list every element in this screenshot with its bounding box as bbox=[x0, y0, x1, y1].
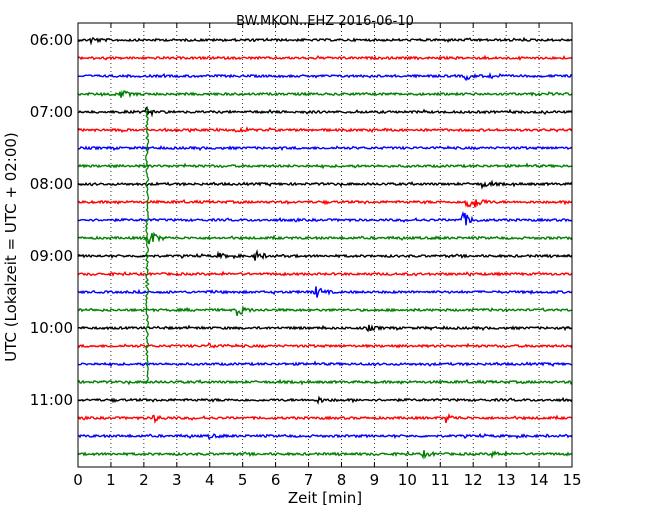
y-axis: 06:00 07:00 08:00 09:00 10:00 11:00 bbox=[30, 31, 572, 409]
x-tick-label: 2 bbox=[139, 471, 149, 489]
x-axis: 0 1 2 3 4 5 6 7 8 9 10 11 12 13 14 15 bbox=[73, 23, 582, 489]
trace-10:30 bbox=[77, 360, 573, 368]
trace-08:15 bbox=[77, 198, 573, 208]
trace-10:15 bbox=[77, 342, 573, 349]
x-tick-label: 3 bbox=[172, 471, 182, 489]
x-tick-label: 7 bbox=[304, 471, 314, 489]
x-tick-label: 0 bbox=[73, 471, 83, 489]
trace-11:30 bbox=[77, 432, 573, 440]
trace-06:45 bbox=[77, 90, 573, 98]
trace-07:45 bbox=[77, 162, 573, 170]
y-tick-label: 11:00 bbox=[30, 391, 73, 409]
trace-11:00 bbox=[77, 395, 573, 405]
trace-10:00 bbox=[77, 323, 573, 333]
trace-11:45 bbox=[77, 450, 573, 460]
x-axis-label: Zeit [min] bbox=[288, 489, 362, 507]
x-tick-label: 9 bbox=[370, 471, 380, 489]
x-tick-label: 12 bbox=[464, 471, 483, 489]
trace-06:30 bbox=[77, 72, 573, 82]
x-tick-label: 15 bbox=[562, 471, 581, 489]
y-tick-label: 10:00 bbox=[30, 319, 73, 337]
x-tick-label: 4 bbox=[205, 471, 215, 489]
trace-09:45 bbox=[77, 305, 573, 316]
trace-08:00 bbox=[77, 179, 573, 190]
trace-10:45 bbox=[77, 378, 573, 386]
x-tick-label: 11 bbox=[431, 471, 450, 489]
trace-07:15 bbox=[77, 126, 573, 134]
y-tick-label: 07:00 bbox=[30, 103, 73, 121]
chart-title: BW.MKON..EHZ 2016-06-10 bbox=[236, 14, 414, 29]
trace-09:30 bbox=[77, 286, 573, 298]
y-tick-label: 09:00 bbox=[30, 247, 73, 265]
event-spike bbox=[144, 107, 150, 385]
trace-07:00 bbox=[77, 106, 573, 118]
y-axis-label: UTC (Lokalzeit = UTC + 02:00) bbox=[2, 132, 20, 362]
seismic-traces bbox=[77, 36, 573, 460]
x-tick-label: 10 bbox=[398, 471, 417, 489]
trace-11:15 bbox=[77, 412, 573, 425]
y-tick-label: 08:00 bbox=[30, 175, 73, 193]
x-tick-label: 6 bbox=[271, 471, 281, 489]
large-event bbox=[144, 107, 150, 385]
trace-06:15 bbox=[77, 54, 573, 61]
trace-06:00 bbox=[77, 36, 573, 46]
x-tick-label: 5 bbox=[238, 471, 248, 489]
trace-08:45 bbox=[77, 231, 573, 245]
x-tick-label: 1 bbox=[106, 471, 116, 489]
x-tick-label: 14 bbox=[530, 471, 549, 489]
trace-07:30 bbox=[77, 145, 573, 152]
trace-09:00 bbox=[77, 249, 573, 261]
x-tick-label: 8 bbox=[337, 471, 347, 489]
y-tick-label: 06:00 bbox=[30, 31, 73, 49]
x-tick-label: 13 bbox=[497, 471, 516, 489]
trace-08:30 bbox=[77, 210, 573, 226]
plot-frame bbox=[77, 22, 573, 468]
trace-09:15 bbox=[77, 270, 573, 277]
